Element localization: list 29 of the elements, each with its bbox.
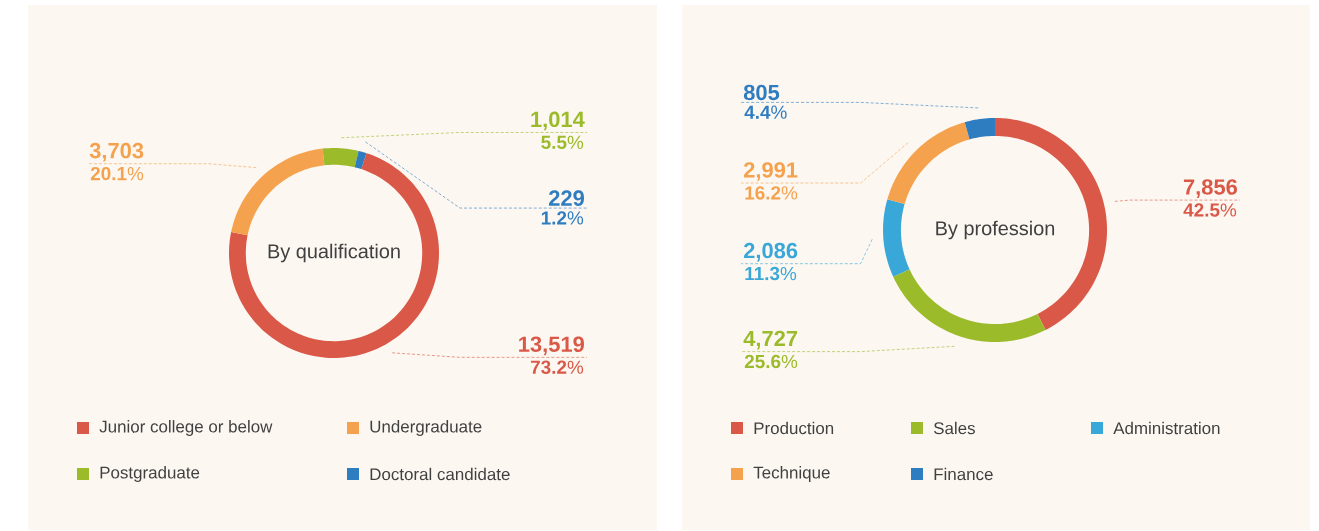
text: 20.1%: [90, 166, 144, 181]
data-label: 7,856: [1183, 179, 1238, 198]
text: 16.2%: [745, 186, 798, 200]
legend-label: Production: [754, 421, 834, 435]
text: 73.2%: [530, 360, 584, 374]
legend-label: Junior college or below: [99, 420, 273, 436]
legend-label: Administration: [1113, 421, 1220, 435]
legend-label: Sales: [933, 421, 975, 435]
text: 42.5%: [1183, 203, 1237, 217]
legend-label: Technique: [753, 466, 830, 482]
data-label: 3,703: [89, 142, 144, 162]
legend-label: Finance: [934, 467, 993, 481]
data-label: 1,014: [531, 111, 585, 131]
text: By profession: [936, 220, 1055, 240]
legend-label: Doctoral candidate: [370, 467, 510, 481]
data-label: 2,086: [743, 242, 798, 262]
text: By qualification: [268, 243, 400, 263]
data-label: 13,519: [519, 336, 584, 356]
data-label: 805: [743, 84, 780, 101]
text: 25.6%: [744, 354, 798, 369]
data-label: 229: [549, 190, 584, 206]
data-label: 4,727: [743, 330, 798, 350]
text: 1.2%: [541, 211, 584, 225]
text: 11.3%: [745, 266, 797, 281]
data-label: 2,991: [743, 162, 798, 181]
legend-label: Postgraduate: [100, 466, 200, 482]
legend-label: Undergraduate: [370, 420, 482, 436]
text: 4.4%: [744, 105, 787, 119]
text: 5.5%: [541, 135, 584, 149]
